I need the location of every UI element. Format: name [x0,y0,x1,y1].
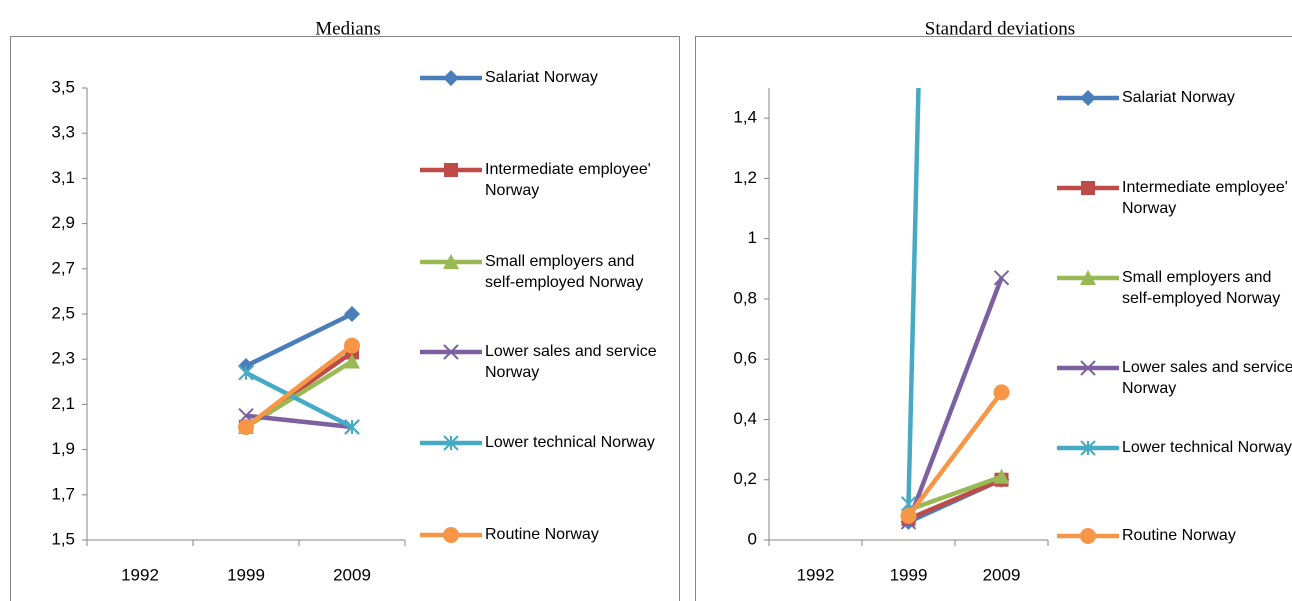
legend-label: Routine Norway [1122,527,1236,544]
y-tick-label: 2,3 [51,349,75,368]
legend-label: Lower technical Norway [485,434,655,451]
series-line [245,413,353,430]
legend-label: Small employers and self-employed Norway [1122,269,1281,307]
marker [443,527,459,543]
y-tick-label: 0 [748,529,757,548]
y-tick-label: 0,4 [733,409,757,428]
x-tick-label: 1999 [890,565,928,584]
marker [344,419,360,435]
y-tick-label: 1 [748,228,757,247]
chart-title: Medians [315,18,380,39]
y-tick-label: 1,2 [733,168,757,187]
marker [444,163,458,177]
plot-area [238,306,360,435]
chart-frame [10,36,680,601]
marker [238,365,254,381]
legend-label: Intermediate employee' Norway [485,161,651,199]
y-tick-label: 1,9 [51,439,75,458]
marker [443,254,459,269]
y-tick-label: 0,2 [733,469,757,488]
x-tick-label: 2009 [333,565,371,584]
y-tick-label: 1,4 [733,108,757,127]
series-line [245,311,353,369]
y-tick-label: 2,9 [51,213,75,232]
marker [443,344,459,360]
y-tick-label: 3,3 [51,123,75,142]
legend-label: Lower sales and service Norway [1122,359,1292,397]
marker [1080,440,1096,456]
legend-label: Salariat Norway [485,69,598,86]
legend-label: Small employers and self-employed Norway [485,253,644,291]
marker [443,70,459,86]
y-tick-label: 0,8 [733,288,757,307]
series-line [906,88,921,504]
y-tick-label: 3,5 [51,77,75,96]
marker [443,435,459,451]
y-tick-label: 2,7 [51,258,75,277]
series-line [906,277,1004,523]
marker [993,270,1010,286]
series-line [907,474,1003,512]
marker [344,306,360,322]
x-tick-label: 1992 [121,565,159,584]
series-line [907,477,1003,521]
series-line [906,390,1004,518]
series-line [244,370,354,430]
marker [993,468,1010,484]
marker [344,353,360,369]
x-tick-label: 1992 [797,565,835,584]
marker [1080,90,1096,106]
y-tick-label: 1,5 [51,529,75,548]
marker [900,507,917,524]
legend-label: Routine Norway [485,526,599,543]
marker [344,337,360,354]
y-tick-label: 2,1 [51,394,75,413]
legend-label: Lower sales and service Norway [485,343,657,381]
legend-label: Intermediate employee' Norway [1122,179,1288,217]
marker [238,419,254,435]
marker [1080,270,1096,285]
marker [1080,360,1096,376]
y-tick-label: 1,7 [51,484,75,503]
plot-area [900,88,1010,530]
legend-label: Lower technical Norway [1122,439,1292,456]
marker [238,407,254,424]
y-tick-label: 3,1 [51,168,75,187]
series-line [244,343,354,429]
chart-title: Standard deviations [925,18,1075,39]
marker [993,384,1010,401]
chart-frame [695,36,1292,601]
marker [1081,181,1095,195]
y-tick-label: 2,5 [51,303,75,322]
marker [1080,528,1096,544]
x-tick-label: 2009 [983,565,1021,584]
x-tick-label: 1999 [227,565,265,584]
legend-label: Salariat Norway [1122,89,1235,106]
y-tick-label: 0,6 [733,349,757,368]
